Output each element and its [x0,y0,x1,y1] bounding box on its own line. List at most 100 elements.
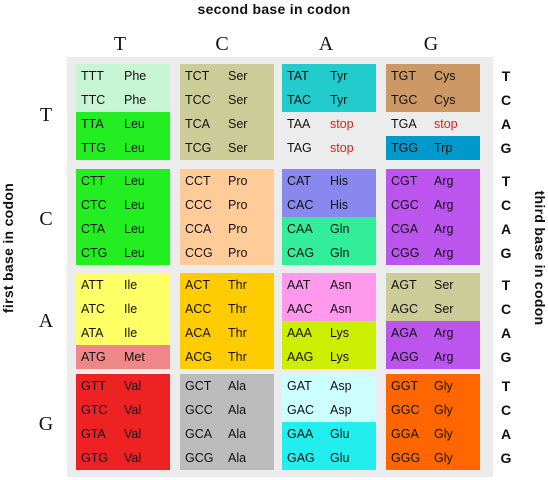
amino-acid-label: Asp [330,379,352,393]
amino-acid-label: Cys [434,93,456,107]
amino-acid-label: Ala [228,451,247,465]
codon-cell: TTT Phe [76,64,170,88]
stop-codon-label: stop [330,141,354,155]
codon-text: TCT [185,69,210,83]
amino-acid-label: Ala [228,379,247,393]
first-base-label: C [39,208,53,230]
amino-acid-label: Gly [434,427,453,441]
codon-text: CCT [185,174,211,188]
amino-acid-label: Lys [330,350,349,364]
codon-text: GCA [185,427,213,441]
codon-text: GGG [391,451,421,465]
codon-text: TGT [391,69,416,83]
codon-cell: TCA Ser [180,112,274,136]
codon-text: TCA [185,117,210,131]
codon-cell: TGA stop [386,112,480,136]
amino-acid-label: Tyr [330,69,348,83]
codon-text: TGA [391,117,417,131]
amino-acid-label: Lys [330,326,349,340]
codon-text: TTG [81,141,106,155]
codon-cell: CGT Arg [386,169,480,193]
codon-text: ATT [81,278,104,292]
codon-text: GAG [287,451,315,465]
third-base-label: A [500,116,512,132]
codon-text: ACT [185,278,210,292]
codon-cell: CCT Pro [180,169,274,193]
amino-acid-label: Leu [124,198,145,212]
codon-text: AAT [287,278,311,292]
codon-cell: GAA Glu [282,422,376,446]
codon-cell: CGC Arg [386,193,480,217]
amino-acid-label: Pro [228,198,248,212]
amino-acid-label: Leu [124,222,145,236]
codon-cell: CGG Arg [386,241,480,265]
amino-acid-label: Ser [228,93,248,107]
codon-cell: GGG Gly [386,446,480,470]
amino-acid-label: Ser [228,141,248,155]
third-base-title: third base in codon [532,190,548,326]
codon-cell: CCG Pro [180,241,274,265]
codon-text: CTG [81,246,108,260]
codon-cell: TGG Trp [386,136,480,160]
codon-cell: AAG Lys [282,345,376,369]
amino-acid-label: Gln [330,246,350,260]
amino-acid-label: Thr [228,302,247,316]
amino-acid-label: Asn [330,302,352,316]
codon-cell: TCC Ser [180,88,274,112]
second-base-label: T [113,33,127,55]
amino-acid-label: His [330,174,349,188]
codon-cell: TGT Cys [386,64,480,88]
first-base-label: T [39,104,53,126]
codon-text: AGA [391,326,418,340]
codon-text: GAT [287,379,312,393]
amino-acid-label: Val [124,427,142,441]
amino-acid-label: Asn [330,278,352,292]
codon-cell: TGC Cys [386,88,480,112]
amino-acid-label: Arg [434,350,454,364]
third-base-label: A [500,325,512,341]
codon-text: TAC [287,93,312,107]
third-base-label: C [500,301,512,317]
codon-text: CGG [391,246,420,260]
codon-cell: CAC His [282,193,376,217]
codon-text: AAG [287,350,314,364]
codon-cell: CAG Gln [282,241,376,265]
third-base-label: T [501,68,511,84]
codon-text: GTT [81,379,106,393]
amino-acid-label: Ser [228,69,248,83]
amino-acid-label: Tyr [330,93,348,107]
codon-cell: TTA Leu [76,112,170,136]
amino-acid-label: Glu [330,451,350,465]
codon-text: AGG [391,350,419,364]
codon-text: TAG [287,141,312,155]
amino-acid-label: Gly [434,403,453,417]
codon-text: AGC [391,302,419,316]
codon-cell: TCG Ser [180,136,274,160]
amino-acid-label: Gly [434,451,453,465]
amino-acid-label: Val [124,451,142,465]
codon-cell: CTT Leu [76,169,170,193]
codon-cell: ATG Met [76,345,170,369]
amino-acid-label: Arg [434,326,454,340]
codon-cell: GAC Asp [282,398,376,422]
amino-acid-label: Met [124,350,145,364]
codon-cell: TAT Tyr [282,64,376,88]
codon-cell: ATT Ile [76,273,170,297]
second-base-label: A [318,33,334,55]
codon-text: TCG [185,141,212,155]
amino-acid-label: Leu [124,174,145,188]
third-base-label: G [500,140,512,156]
codon-cell: GTG Val [76,446,170,470]
amino-acid-label: Arg [434,222,454,236]
amino-acid-label: Pro [228,222,248,236]
amino-acid-label: Ile [124,302,138,316]
codon-cell: AGC Ser [386,297,480,321]
codon-text: CGC [391,198,419,212]
codon-cell: GCG Ala [180,446,274,470]
codon-text: GAC [287,403,315,417]
codon-cell: AGG Arg [386,345,480,369]
codon-cell: GAG Glu [282,446,376,470]
second-base-label: C [215,33,229,55]
codon-cell: GAT Asp [282,374,376,398]
codon-text: ATG [81,350,106,364]
